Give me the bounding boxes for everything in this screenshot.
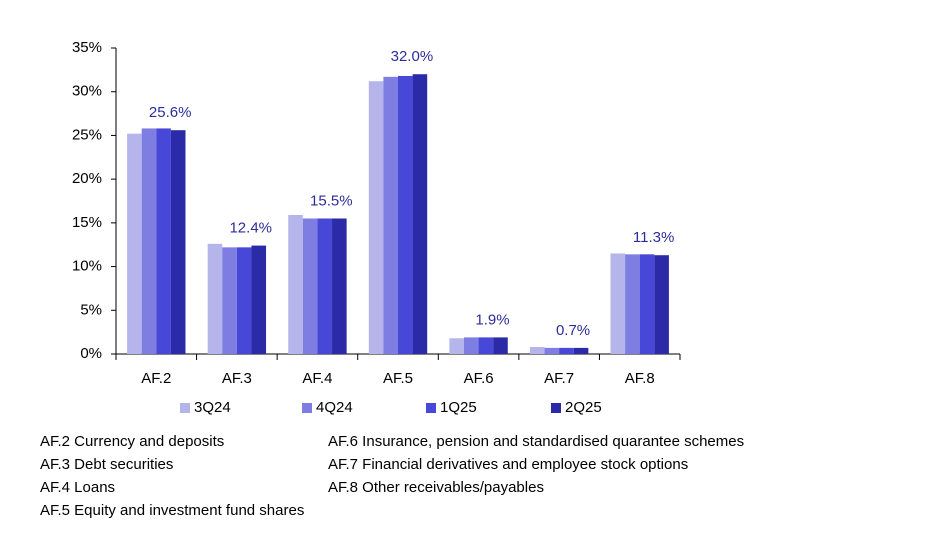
bar [478,337,494,354]
x-tick-label: AF.4 [302,370,332,387]
bar [302,218,318,354]
note: AF.6 Insurance, pension and standardised… [328,433,744,450]
bar [544,347,560,354]
bar [207,243,223,354]
bar [449,338,464,354]
bar [141,128,157,354]
bar [156,128,171,354]
legend-swatch [426,403,436,413]
note: AF.3 Debt securities [40,456,173,473]
bar [529,347,545,354]
y-tick-label: 5% [80,301,102,318]
bar [222,247,237,354]
legend-swatch [180,403,190,413]
value-label: 25.6% [149,104,192,121]
bar [170,130,186,354]
value-label: 0.7% [556,322,590,339]
bar [463,337,479,354]
y-tick-label: 30% [72,83,102,100]
note: AF.8 Other receivables/payables [328,479,544,496]
bar [412,74,428,354]
y-tick-label: 25% [72,126,102,143]
bar [288,214,303,354]
x-tick-label: AF.7 [544,370,574,387]
value-label: 12.4% [229,220,272,237]
y-tick-label: 20% [72,170,102,187]
value-label: 11.3% [633,229,674,246]
x-tick-label: AF.5 [383,370,413,387]
bar [639,254,655,354]
bar [383,76,398,354]
bar [654,255,669,354]
legend-label: 2Q25 [565,399,602,416]
y-tick-label: 35% [72,39,102,56]
legend-label: 4Q24 [316,399,353,416]
x-tick-label: AF.3 [222,370,252,387]
bar [610,253,626,354]
note: AF.5 Equity and investment fund shares [40,502,304,519]
note: AF.2 Currency and deposits [40,433,224,450]
legend-swatch [302,403,312,413]
bar [559,347,574,354]
x-tick-label: AF.6 [464,370,494,387]
legend-label: 3Q24 [194,399,231,416]
value-label: 32.0% [391,48,434,65]
bar [625,254,640,354]
bar [127,133,142,354]
bar [368,81,384,355]
note: AF.7 Financial derivatives and employee … [328,456,688,473]
note: AF.4 Loans [40,479,115,496]
bar [332,218,347,354]
y-tick-label: 15% [72,214,102,231]
y-tick-label: 0% [80,345,102,362]
bar [317,218,333,354]
bar [493,337,508,354]
bar [398,75,413,354]
value-label: 1.9% [475,311,509,328]
bar [251,245,267,354]
x-tick-label: AF.8 [625,370,655,387]
legend-label: 1Q25 [440,399,477,416]
bar [236,247,252,354]
legend-swatch [551,403,561,413]
bar [573,347,589,354]
value-label: 15.5% [310,192,353,209]
x-tick-label: AF.2 [141,370,171,387]
y-tick-label: 10% [72,258,102,275]
